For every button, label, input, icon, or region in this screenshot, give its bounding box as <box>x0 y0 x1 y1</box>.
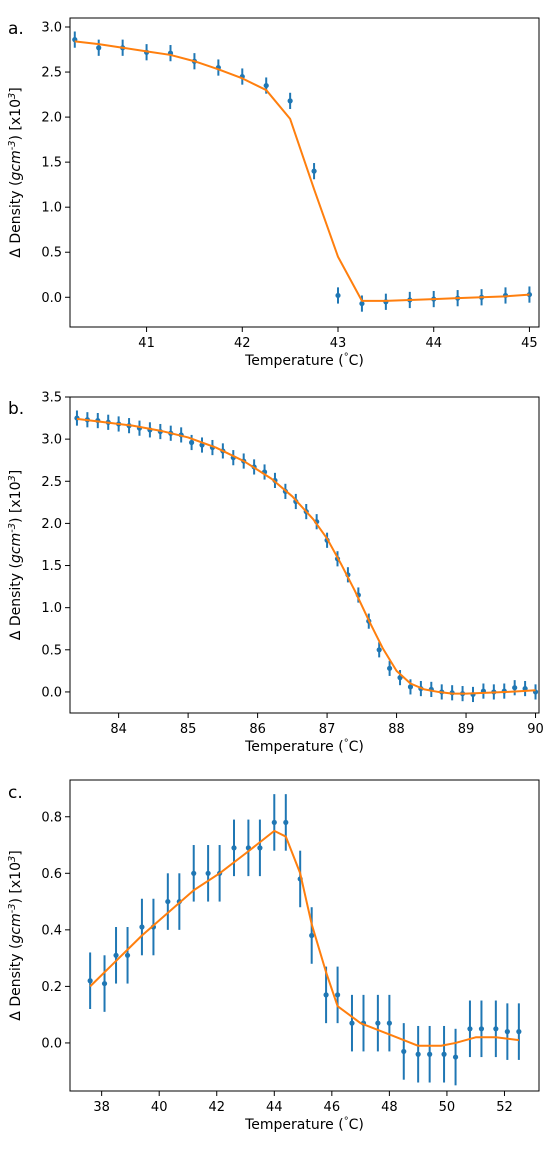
data-point <box>124 952 131 958</box>
data-point <box>311 168 317 174</box>
plot-frame <box>69 779 540 1092</box>
y-tick-label: 0.0 <box>41 291 62 306</box>
data-point <box>467 1026 473 1032</box>
x-tick-label: 88 <box>388 722 405 737</box>
y-axis-label: Δ Density (gcm-3) [x103] <box>7 470 25 640</box>
x-tick-label: 42 <box>208 1100 225 1115</box>
chart-panel-b: b. 84 85 86 87 88 89 90 0.0 0.5 1.0 1.5 2.0 2.5 3.0 3.5… <box>7 391 544 756</box>
x-tick-label: 89 <box>458 722 475 737</box>
y-tick-label: 2.5 <box>41 475 62 490</box>
y-tick-label: 3.0 <box>41 433 62 448</box>
x-tick-label: 48 <box>381 1100 398 1115</box>
x-tick-label: 90 <box>527 722 544 737</box>
x-tick-label: 52 <box>496 1100 513 1115</box>
data-point <box>387 665 393 671</box>
data-point <box>478 1026 485 1032</box>
data-point <box>349 1020 355 1026</box>
y-tick-label: 2.0 <box>41 517 62 532</box>
y-tick-label: 1.0 <box>41 201 62 216</box>
x-tick-label: 85 <box>180 722 197 737</box>
data-point <box>375 1020 381 1026</box>
y-tick-label: 0.0 <box>41 685 62 700</box>
data-point <box>516 1029 522 1035</box>
y-axis-label: Δ Density (gcm-3) [x103] <box>7 850 25 1020</box>
x-tick-label: 87 <box>319 722 336 737</box>
x-axis-label: Temperature (°C) <box>244 1116 364 1134</box>
data-point <box>441 1051 447 1057</box>
fit-line <box>74 40 530 302</box>
x-tick-label: 46 <box>324 1100 341 1115</box>
data-point <box>205 870 211 876</box>
chart-panel-a: a. 41 42 43 44 45 0.0 0.5 1.0 1.5 2.0 2.5 3.0 Tempera… <box>7 17 540 370</box>
data-point <box>323 992 329 998</box>
data-point <box>452 1054 459 1060</box>
x-axis-label: Temperature (°C) <box>244 352 364 370</box>
data-point <box>96 45 102 51</box>
x-tick-label: 44 <box>425 336 442 351</box>
data-point <box>113 952 119 958</box>
data-point <box>191 870 197 876</box>
data-point <box>334 992 341 998</box>
y-tick-label: 0.5 <box>41 643 62 658</box>
y-tick-label: 0.6 <box>41 867 62 882</box>
y-tick-label: 0.4 <box>41 923 62 938</box>
data-point <box>376 647 382 653</box>
data-point <box>415 1051 421 1057</box>
data-point <box>271 819 277 826</box>
fit-line <box>89 829 519 1047</box>
data-point <box>101 980 108 987</box>
plot-frame <box>69 396 540 714</box>
data-point <box>165 898 171 905</box>
x-tick-label: 40 <box>151 1100 168 1115</box>
y-tick-label: 2.5 <box>41 66 62 81</box>
y-tick-label: 3.5 <box>41 391 62 406</box>
y-tick-label: 1.5 <box>41 559 62 574</box>
data-point <box>427 1051 433 1057</box>
x-tick-label: 86 <box>249 722 266 737</box>
data-point <box>493 1026 499 1032</box>
data-point <box>386 1020 392 1026</box>
x-tick-label: 45 <box>521 336 538 351</box>
data-point <box>139 924 145 930</box>
data-point <box>263 82 269 89</box>
y-tick-label: 1.0 <box>41 601 62 616</box>
data-point <box>188 439 195 446</box>
y-tick-label: 1.5 <box>41 156 62 171</box>
data-point <box>504 1029 510 1035</box>
x-tick-label: 84 <box>110 722 127 737</box>
data-point <box>309 932 315 939</box>
x-tick-label: 41 <box>138 336 155 351</box>
y-axis-label: Δ Density (gcm-3) [x103] <box>7 87 25 257</box>
chart-panel-c: c. 38 40 42 44 46 48 50 52 0.0 0.2 0.4 0.6 0.8 Tempera… <box>7 779 540 1134</box>
y-tick-label: 0.0 <box>41 1036 62 1051</box>
panel-label: b. <box>8 399 24 419</box>
y-tick-label: 3.0 <box>41 21 62 36</box>
y-tick-label: 0.2 <box>41 980 62 995</box>
data-point <box>257 845 263 851</box>
data-point <box>283 819 289 826</box>
y-tick-label: 0.5 <box>41 246 62 261</box>
data-point <box>359 300 365 307</box>
y-tick-label: 2.0 <box>41 111 62 126</box>
x-tick-label: 44 <box>266 1100 283 1115</box>
y-tick-label: 0.8 <box>41 810 62 825</box>
panel-label: a. <box>8 19 24 39</box>
data-point <box>231 845 237 851</box>
data-point <box>87 978 93 984</box>
data-point <box>287 98 293 104</box>
fit-line <box>76 417 536 695</box>
panel-label: c. <box>8 783 23 803</box>
data-point <box>512 685 518 691</box>
x-tick-label: 38 <box>93 1100 110 1115</box>
x-tick-label: 50 <box>439 1100 456 1115</box>
data-point <box>401 1048 407 1055</box>
x-tick-label: 43 <box>330 336 347 351</box>
x-tick-label: 42 <box>234 336 251 351</box>
x-axis-label: Temperature (°C) <box>244 738 364 756</box>
data-point <box>335 292 341 299</box>
plot-frame <box>69 17 540 328</box>
data-point <box>407 684 414 690</box>
